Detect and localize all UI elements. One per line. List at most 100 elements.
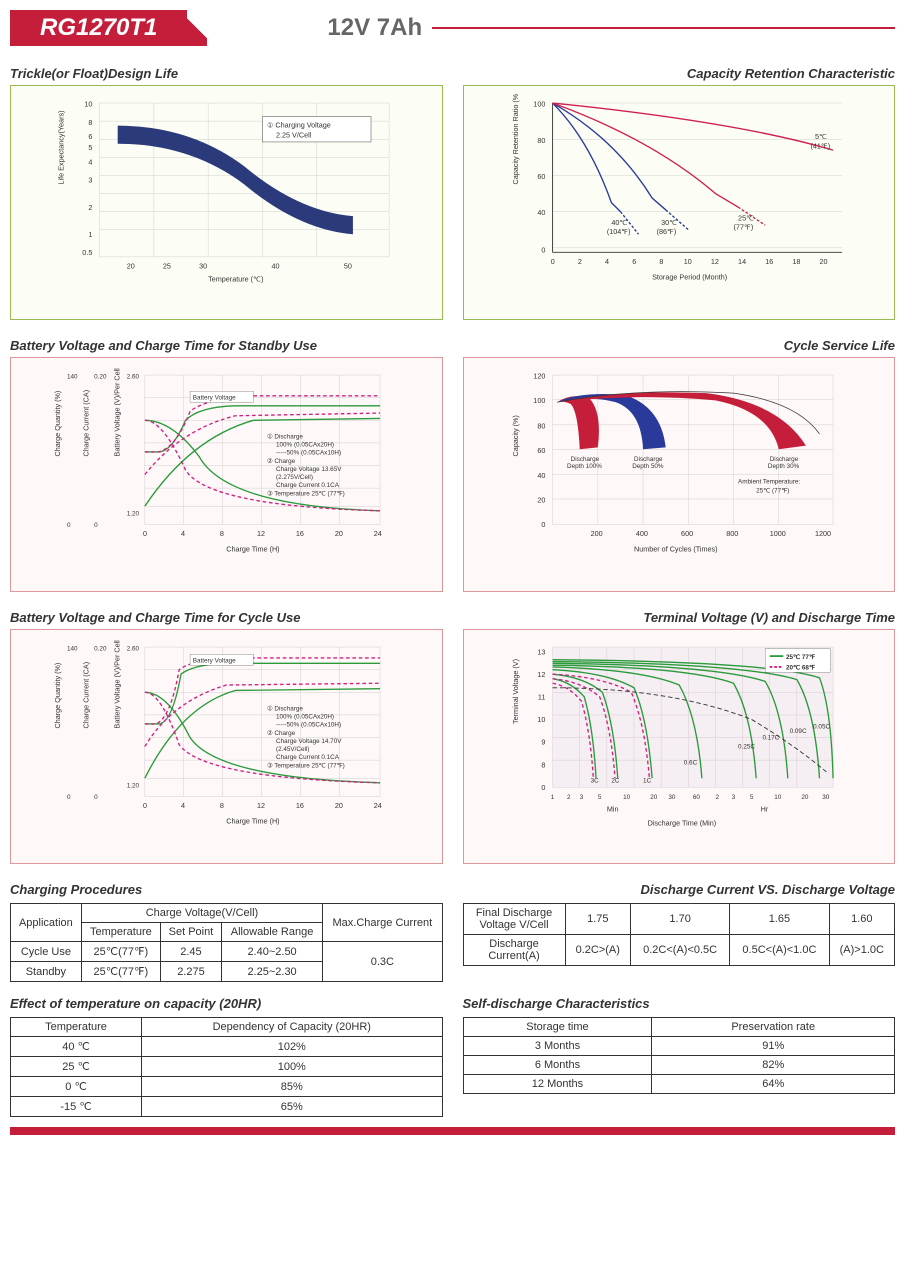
svg-text:13: 13	[537, 647, 545, 656]
svg-text:20: 20	[537, 496, 545, 505]
svg-text:20: 20	[801, 794, 809, 801]
svg-text:40: 40	[537, 471, 545, 480]
svg-text:20: 20	[127, 262, 135, 271]
svg-text:3: 3	[731, 794, 735, 801]
svg-text:0.09C: 0.09C	[789, 728, 806, 735]
table-charging: Application Charge Voltage(V/Cell) Max.C…	[10, 903, 443, 982]
svg-text:5: 5	[88, 143, 92, 152]
svg-text:140: 140	[67, 646, 78, 653]
svg-text:25℃ (77℉): 25℃ (77℉)	[756, 488, 789, 495]
svg-text:2: 2	[715, 794, 719, 801]
chart-cyclecharge: Battery Voltage ① Discharge 100% (0.05CA…	[10, 629, 443, 864]
chart-title-cyclelife: Cycle Service Life	[463, 338, 896, 353]
svg-text:-----50% (0.05CAx10H): -----50% (0.05CAx10H)	[276, 722, 341, 729]
svg-text:3: 3	[88, 176, 92, 185]
table-row: Final Discharge Voltage V/Cell 1.75 1.70…	[463, 904, 895, 935]
svg-text:Ambient Temperature:: Ambient Temperature:	[738, 479, 800, 486]
svg-text:20: 20	[819, 257, 827, 266]
table-temp-capacity: Temperature Dependency of Capacity (20HR…	[10, 1017, 443, 1117]
svg-text:80: 80	[537, 421, 545, 430]
svg-text:2.25 V/Cell: 2.25 V/Cell	[276, 130, 312, 139]
th-temp: Temperature	[81, 923, 160, 942]
svg-text:Battery Voltage (V)/Per Cell: Battery Voltage (V)/Per Cell	[112, 640, 121, 729]
svg-text:6: 6	[632, 257, 636, 266]
svg-text:2: 2	[567, 794, 571, 801]
svg-text:8: 8	[220, 529, 224, 538]
svg-text:1000: 1000	[769, 529, 785, 538]
table-self-discharge: Storage time Preservation rate 3 Months9…	[463, 1017, 896, 1094]
svg-text:① Discharge: ① Discharge	[267, 433, 303, 440]
svg-text:25: 25	[163, 262, 171, 271]
svg-text:100% (0.05CAx20H): 100% (0.05CAx20H)	[276, 714, 334, 721]
svg-text:10: 10	[774, 794, 782, 801]
svg-text:Capacity (%): Capacity (%)	[511, 415, 520, 456]
svg-text:200: 200	[590, 529, 602, 538]
svg-text:1.20: 1.20	[127, 782, 140, 789]
svg-text:60: 60	[692, 794, 700, 801]
svg-text:0: 0	[143, 529, 147, 538]
svg-text:0.17C: 0.17C	[762, 734, 779, 741]
svg-text:0: 0	[94, 794, 98, 801]
svg-text:③ Temperature 25℃ (77℉): ③ Temperature 25℃ (77℉)	[267, 762, 345, 769]
svg-text:3: 3	[579, 794, 583, 801]
svg-text:Charge Voltage 13.65V: Charge Voltage 13.65V	[276, 466, 342, 473]
chart-discharge: 25℃ 77℉ 20℃ 68℉ 3C 2C 1C 0.6C 0.25C 0.17…	[463, 629, 896, 864]
svg-text:Charge Quantity (%): Charge Quantity (%)	[53, 663, 62, 729]
page-header: RG1270T1 12V 7Ah	[10, 10, 895, 46]
svg-text:Charge Current (CA): Charge Current (CA)	[82, 662, 91, 729]
th-sp: Set Point	[160, 923, 221, 942]
svg-text:60: 60	[537, 172, 545, 181]
svg-text:4: 4	[181, 529, 185, 538]
svg-text:Terminal Voltage (V): Terminal Voltage (V)	[511, 659, 520, 724]
table-row: 3 Months91%	[463, 1037, 895, 1056]
svg-text:② Charge: ② Charge	[267, 458, 296, 465]
svg-text:0: 0	[541, 520, 545, 529]
table-row: Discharge Current(A) 0.2C>(A) 0.2C<(A)<0…	[463, 935, 895, 966]
svg-text:0.20: 0.20	[94, 374, 107, 381]
svg-text:0: 0	[143, 801, 147, 810]
chart-title-discharge: Terminal Voltage (V) and Discharge Time	[463, 610, 896, 625]
svg-text:600: 600	[681, 529, 693, 538]
svg-text:20: 20	[335, 529, 343, 538]
svg-text:20: 20	[650, 794, 658, 801]
svg-text:Life Expectancy(Years): Life Expectancy(Years)	[56, 111, 65, 185]
svg-text:16: 16	[765, 257, 773, 266]
svg-text:0.5: 0.5	[82, 248, 92, 257]
svg-text:-----50% (0.05CAx10H): -----50% (0.05CAx10H)	[276, 450, 341, 457]
svg-text:10: 10	[623, 794, 631, 801]
svg-text:9: 9	[541, 738, 545, 747]
svg-text:(104℉): (104℉)	[606, 227, 630, 236]
svg-text:① Charging Voltage: ① Charging Voltage	[267, 120, 331, 129]
svg-text:Discharge Time (Min): Discharge Time (Min)	[647, 818, 716, 827]
chart-retention: 40℃(104℉) 30℃(86℉) 25℃(77℉) 5℃(41℉) Capa…	[463, 85, 896, 320]
svg-text:0.6C: 0.6C	[683, 760, 697, 767]
svg-text:0: 0	[541, 245, 545, 254]
svg-text:12: 12	[710, 257, 718, 266]
th-ar: Allowable Range	[221, 923, 322, 942]
svg-text:Charge Current 0.1CA: Charge Current 0.1CA	[276, 754, 340, 761]
svg-text:Discharge: Discharge	[634, 456, 663, 463]
svg-text:14: 14	[738, 257, 746, 266]
svg-text:0: 0	[541, 783, 545, 792]
svg-text:60: 60	[537, 446, 545, 455]
svg-text:50: 50	[344, 262, 352, 271]
svg-text:3C: 3C	[590, 778, 599, 785]
chart-title-trickle: Trickle(or Float)Design Life	[10, 66, 443, 81]
svg-text:8: 8	[541, 760, 545, 769]
svg-text:0.20: 0.20	[94, 646, 107, 653]
svg-text:(77℉): (77℉)	[733, 223, 753, 232]
svg-text:16: 16	[296, 529, 304, 538]
svg-text:0.25C: 0.25C	[738, 743, 755, 750]
svg-text:Number of Cycles (Times): Number of Cycles (Times)	[634, 544, 718, 553]
svg-text:Depth 50%: Depth 50%	[632, 463, 664, 470]
header-line	[432, 27, 895, 29]
table-row: 6 Months82%	[463, 1056, 895, 1075]
spec-text: 12V 7Ah	[327, 14, 422, 42]
table-title-selfdis: Self-discharge Characteristics	[463, 996, 896, 1011]
svg-text:Charge Current 0.1CA: Charge Current 0.1CA	[276, 482, 340, 489]
svg-text:5: 5	[749, 794, 753, 801]
svg-text:Depth 30%: Depth 30%	[767, 463, 799, 470]
svg-text:16: 16	[296, 801, 304, 810]
table-row: 40 ℃102%	[11, 1037, 443, 1057]
svg-text:2: 2	[88, 203, 92, 212]
